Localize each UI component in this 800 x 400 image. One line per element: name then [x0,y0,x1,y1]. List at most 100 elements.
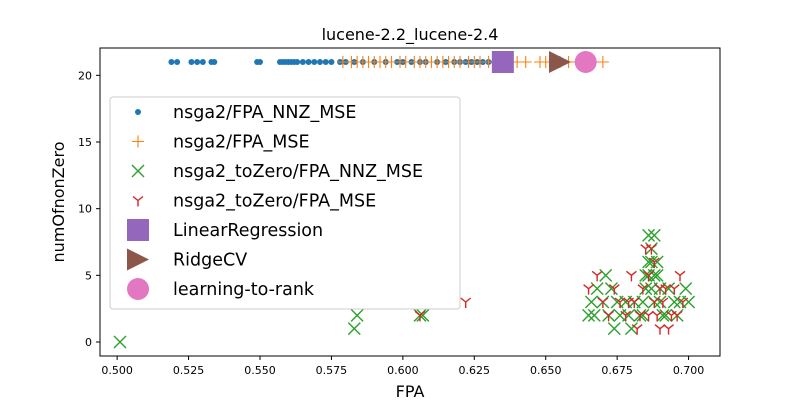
x-tick-label: 0.675 [601,364,633,377]
data-point [350,308,364,322]
x-tick-label: 0.525 [173,364,205,377]
legend-marker [135,109,141,115]
data-point [660,284,672,295]
series-5 [549,51,571,73]
x-axis-label: FPA [396,382,425,400]
x-tick-label: 0.650 [530,364,562,377]
data-point [597,297,609,308]
data-point [113,335,127,349]
data-marks [113,51,696,349]
data-point [305,59,312,65]
plot-frame [99,47,721,357]
data-point [648,257,660,268]
legend-label: nsga2/FPA_NNZ_MSE [173,103,356,123]
data-point [582,308,596,322]
legend-item: nsga2/FPA_NNZ_MSE [135,103,356,123]
x-tick-label: 0.625 [459,364,491,377]
x-tick-label: 0.575 [316,364,348,377]
data-point [624,322,638,336]
data-point [574,51,597,73]
data-point [622,308,636,322]
data-point [587,308,601,322]
x-tick-label: 0.700 [673,364,705,377]
data-point [460,297,472,308]
y-tick-label: 5 [85,269,92,282]
data-point [647,268,661,282]
data-point [671,310,683,322]
data-point [347,322,361,336]
legend-marker [127,278,149,300]
legend-marker [132,135,144,148]
data-point [549,51,571,73]
data-point [620,310,632,322]
data-point [519,56,532,68]
data-point [603,310,615,322]
y-tick-label: 0 [85,336,92,349]
legend-box [109,96,461,310]
data-point [642,228,656,242]
legend-item: RidgeCV [127,248,247,271]
series-4 [491,51,514,73]
data-point [653,295,667,309]
y-tick-label: 15 [78,136,92,149]
y-tick-label: 10 [78,203,92,216]
chart-title: lucene-2.2_lucene-2.4 [322,25,499,45]
legend-label: RidgeCV [173,251,247,271]
data-point [294,59,301,65]
legend: nsga2/FPA_NNZ_MSE nsga2/FPA_MSE nsga2_toZe… [109,96,461,310]
data-point [644,255,658,269]
legend-marker [127,248,149,271]
data-point [257,59,263,65]
data-point [647,228,661,242]
series-3 [414,244,689,335]
data-point [317,59,323,65]
data-point [414,310,426,322]
data-point [637,284,649,295]
data-point [174,59,181,65]
data-point [679,282,693,296]
data-point [584,295,598,309]
legend-marker [131,164,145,178]
legend-item: nsga2_toZero/FPA_NNZ_MSE [131,162,423,182]
legend-label: nsga2/FPA_MSE [173,133,310,153]
data-point [625,270,637,282]
data-point [682,295,696,309]
data-point [168,59,175,65]
data-point [636,308,650,322]
legend-label: learning-to-rank [173,280,315,300]
data-point [650,255,664,269]
x-axis: 0.500 0.525 0.550 0.575 0.600 0.625 0.650 0.675… [101,356,704,377]
legend-item: learning-to-rank [127,278,315,300]
data-point [657,297,669,308]
data-point [677,297,689,308]
data-point [322,59,329,65]
data-point [596,56,609,68]
x-tick-label: 0.600 [387,364,419,377]
data-point [583,284,595,295]
y-tick-label: 20 [78,69,92,82]
data-point [188,59,195,65]
data-point [311,59,318,65]
legend-item: nsga2_toZero/FPA_MSE [132,192,376,212]
data-point [194,59,201,65]
legend-label: nsga2_toZero/FPA_MSE [173,192,376,212]
data-point [608,284,620,295]
data-point [416,308,430,322]
data-point [643,270,655,282]
data-point [623,297,635,308]
data-point [604,282,618,296]
data-point [645,244,657,255]
data-point [211,59,218,65]
x-tick-label: 0.500 [101,364,133,377]
data-point [591,270,603,282]
data-point [674,270,686,282]
data-point [199,59,206,65]
data-point [328,59,335,65]
legend-label: nsga2_toZero/FPA_NNZ_MSE [173,162,423,182]
legend-item: LinearRegression [127,219,323,241]
data-point [639,282,653,296]
legend-label: LinearRegression [173,221,323,241]
data-point [654,324,666,335]
x-tick-label: 0.550 [244,364,276,377]
